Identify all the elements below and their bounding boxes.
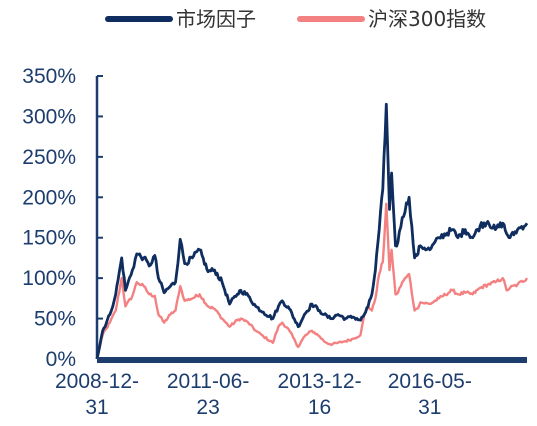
x-tick-label-line2: 31	[85, 396, 108, 419]
y-tick-label: 250%	[22, 146, 76, 169]
x-tick-label: 2008-12-	[55, 370, 139, 393]
y-tick-label: 50%	[34, 308, 76, 331]
x-tick-label: 2013-12-	[278, 370, 362, 393]
y-tick-label: 150%	[22, 227, 76, 250]
x-tick-label: 2016-05-	[388, 370, 472, 393]
legend-label-1: 市场因子	[176, 7, 256, 31]
x-tick-label-line2: 23	[196, 396, 219, 419]
series-layer	[95, 102, 529, 360]
y-tick-label: 350%	[22, 65, 76, 88]
legend-label-2: 沪深300指数	[368, 7, 486, 31]
y-tick-label: 100%	[22, 267, 76, 290]
series-line-2	[95, 202, 529, 360]
y-tick-label: 200%	[22, 186, 76, 209]
y-tick-label: 0%	[46, 348, 76, 371]
y-tick-label: 300%	[22, 105, 76, 128]
x-tick-label-line2: 31	[418, 396, 441, 419]
x-axis-line	[97, 357, 527, 363]
y-axis: 0% 50% 100% 150% 200% 250% 300% 350%	[22, 65, 103, 371]
series-line-1	[95, 102, 529, 360]
x-tick-label: 2011-06-	[167, 370, 250, 393]
x-axis: 2008-12- 31 2011-06- 23 2013-12- 16 2016-05- 31	[55, 357, 527, 419]
legend: 市场因子 沪深300指数	[105, 7, 486, 31]
x-tick-label-line2: 16	[308, 396, 331, 419]
